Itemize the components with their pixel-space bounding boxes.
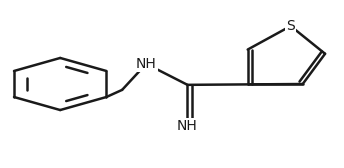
Text: NH: NH — [136, 57, 157, 71]
Text: S: S — [286, 19, 295, 33]
Text: NH: NH — [177, 119, 198, 133]
